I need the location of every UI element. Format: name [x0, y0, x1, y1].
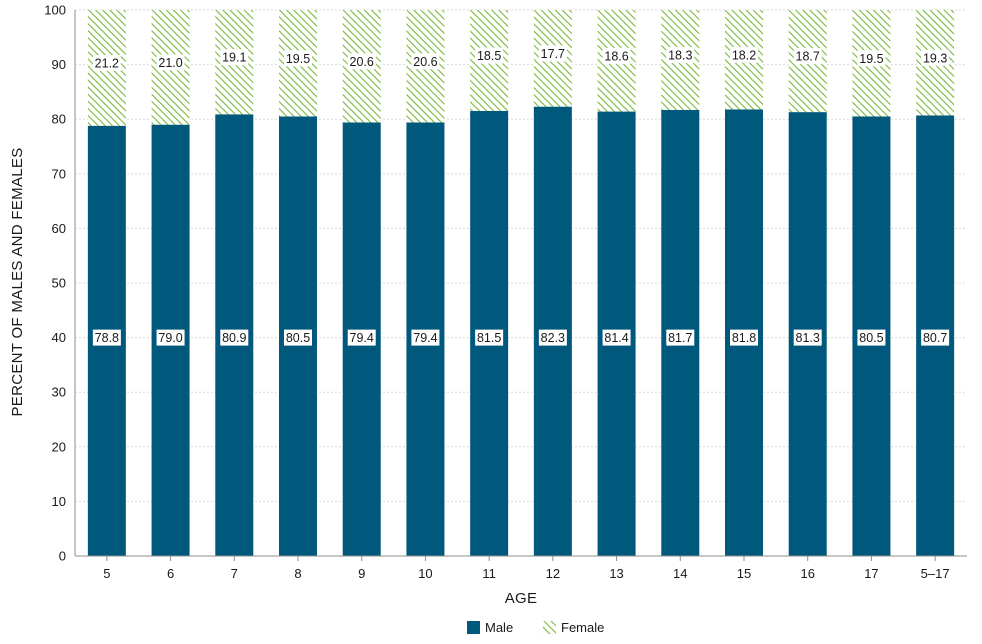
axes: 0 10 20 30 40 50 60 70 80 90 100 5 6 7 8 9 10 11 12 13 14 15 1… [44, 3, 967, 581]
x-tick-label: 11 [482, 566, 496, 581]
data-label-bg [538, 45, 567, 62]
data-label-bg [347, 329, 376, 346]
data-label-male: 81.7 [668, 331, 692, 345]
x-tick-label: 14 [673, 566, 687, 581]
data-label-female: 21.2 [95, 56, 119, 70]
data-label-bg [666, 47, 695, 64]
y-tick-label: 100 [44, 3, 66, 18]
y-tick-label: 60 [52, 221, 66, 236]
x-tick-label: 15 [737, 566, 751, 581]
data-label-female: 19.5 [859, 52, 883, 66]
data-label-bg [730, 46, 758, 63]
data-labels: 78.8 21.2 79.0 21.0 80.9 19.1 80.5 19.5 79.4 20.6… [92, 45, 950, 346]
data-label-female: 18.6 [604, 49, 628, 63]
data-label-female: 18.3 [668, 49, 692, 63]
data-label-female: 18.2 [732, 48, 756, 62]
y-tick-label: 0 [59, 549, 66, 564]
data-label-male: 79.0 [158, 331, 182, 345]
data-label-female: 19.5 [286, 52, 310, 66]
data-label-female: 19.3 [923, 51, 947, 65]
data-label-female: 21.0 [158, 56, 182, 70]
data-label-bg [284, 329, 312, 346]
data-label-bg [921, 329, 950, 346]
bars [87, 10, 955, 557]
data-label-female: 19.1 [222, 51, 246, 65]
data-label-bg [220, 49, 249, 66]
x-tick-label: 6 [167, 566, 174, 581]
x-tick-label: 7 [231, 566, 238, 581]
data-label-bg [411, 53, 440, 70]
data-label-bg [857, 50, 886, 67]
data-label-bg [156, 329, 185, 346]
data-label-bg [156, 54, 185, 71]
data-label-male: 78.8 [95, 331, 119, 345]
data-label-bg [411, 329, 440, 346]
data-label-female: 20.6 [413, 55, 437, 69]
data-label-male: 81.3 [796, 331, 820, 345]
x-tick-label: 17 [864, 566, 878, 581]
y-tick-label: 70 [52, 166, 66, 181]
legend-swatch-male [467, 621, 480, 634]
y-tick-label: 10 [52, 494, 66, 509]
data-label-male: 81.4 [604, 331, 628, 345]
data-label-bg [92, 54, 121, 71]
data-label-bg [347, 53, 376, 70]
data-label-bg [602, 329, 631, 346]
gridlines [75, 9, 967, 502]
data-label-bg [538, 329, 567, 346]
y-tick-label: 20 [52, 439, 66, 454]
data-label-male: 81.5 [477, 331, 501, 345]
data-label-female: 20.6 [350, 55, 374, 69]
data-label-male: 79.4 [413, 331, 437, 345]
data-label-bg [92, 329, 121, 346]
x-tick-label: 10 [418, 566, 432, 581]
data-label-male: 80.5 [286, 331, 310, 345]
y-tick-label: 80 [52, 112, 66, 127]
x-tick-label: 9 [358, 566, 365, 581]
x-tick-label: 5–17 [921, 566, 950, 581]
data-label-bg [793, 329, 822, 346]
data-label-male: 80.5 [859, 331, 883, 345]
data-label-bg [284, 50, 312, 67]
data-label-male: 80.9 [222, 331, 246, 345]
data-label-female: 18.5 [477, 49, 501, 63]
y-tick-label: 50 [52, 276, 66, 291]
data-label-male: 82.3 [541, 331, 565, 345]
data-label-bg [602, 47, 631, 64]
data-label-bg [730, 329, 758, 346]
data-label-female: 17.7 [541, 47, 565, 61]
x-tick-label: 12 [546, 566, 560, 581]
x-tick-label: 13 [609, 566, 623, 581]
data-label-bg [220, 329, 249, 346]
data-label-male: 79.4 [350, 331, 374, 345]
legend: Male Female [467, 620, 604, 635]
legend-swatch-female [543, 621, 556, 634]
data-label-bg [921, 49, 950, 66]
y-tick-label: 40 [52, 330, 66, 345]
x-tick-label: 5 [103, 566, 110, 581]
data-label-female: 18.7 [796, 50, 820, 64]
x-axis-title: AGE [505, 590, 538, 607]
data-label-male: 81.8 [732, 331, 756, 345]
data-label-bg [475, 329, 504, 346]
data-label-male: 80.7 [923, 331, 947, 345]
data-label-bg [857, 329, 886, 346]
data-label-bg [793, 48, 822, 65]
data-label-bg [666, 329, 695, 346]
y-axis-title: PERCENT OF MALES AND FEMALES [9, 147, 26, 416]
data-label-bg [475, 47, 504, 64]
y-tick-label: 90 [52, 57, 66, 72]
x-tick-label: 16 [800, 566, 814, 581]
x-tick-label: 8 [294, 566, 301, 581]
legend-label-female: Female [561, 620, 604, 635]
legend-label-male: Male [485, 620, 513, 635]
y-tick-label: 30 [52, 385, 66, 400]
